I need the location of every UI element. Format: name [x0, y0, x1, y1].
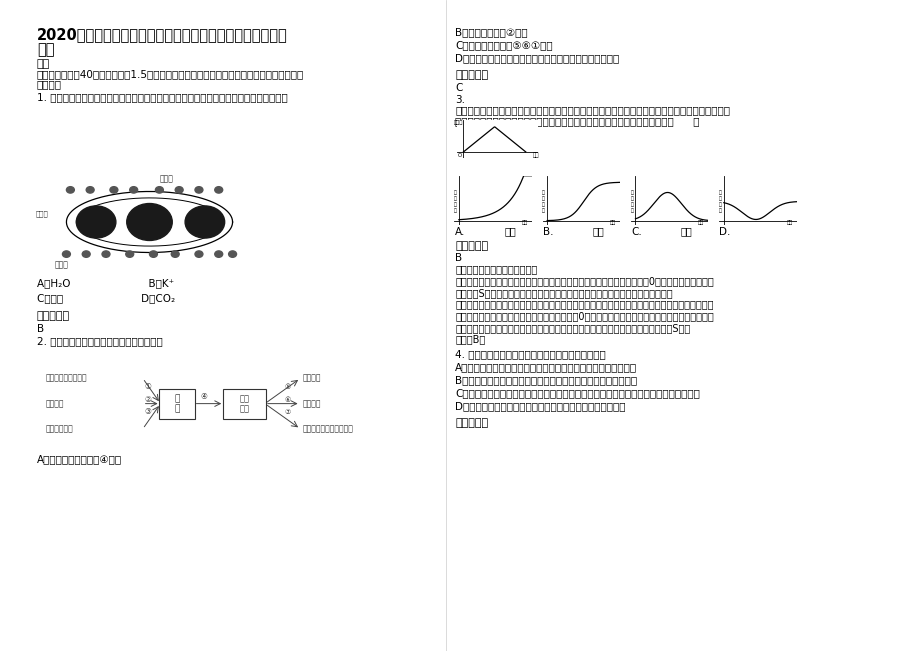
Text: 4. 下列有关研究植物向光性的过程及结论不正确的是: 4. 下列有关研究植物向光性的过程及结论不正确的是 — [455, 350, 606, 359]
Circle shape — [195, 187, 203, 193]
Text: 参考答案：: 参考答案： — [455, 70, 488, 80]
Text: ⑥: ⑥ — [284, 396, 290, 403]
Text: O: O — [457, 153, 461, 158]
Text: A．H₂O                        B．K⁺: A．H₂O B．K⁺ — [37, 279, 174, 288]
Text: 非糖物质转化: 非糖物质转化 — [46, 424, 74, 434]
Text: 食物中糖类消化吸收: 食物中糖类消化吸收 — [46, 374, 87, 383]
Text: ④: ④ — [200, 392, 207, 401]
Circle shape — [195, 251, 203, 257]
Text: 时间: 时间 — [698, 220, 703, 225]
Text: 细胞内: 细胞内 — [54, 260, 68, 269]
Text: 糖元分解: 糖元分解 — [46, 399, 64, 408]
Text: 选择题（本题內40小题，每小题1.5分。在每小题给出的四个选项中，只有一项是符合题目要: 选择题（本题內40小题，每小题1.5分。在每小题给出的四个选项中，只有一项是符合… — [37, 70, 303, 79]
Text: 种
群
数
量: 种 群 数 量 — [453, 190, 456, 213]
Text: 参考答案：: 参考答案： — [455, 418, 488, 428]
Text: D.: D. — [719, 227, 730, 236]
Text: 种
群
数
量: 种 群 数 量 — [718, 190, 720, 213]
Circle shape — [82, 251, 90, 257]
Text: 【解答】解，根据种群增长率曲线可知，时间一半时，种群增长率最大，种群数量增加，此时种群的: 【解答】解，根据种群增长率曲线可知，时间一半时，种群增长率最大，种群数量增加，此… — [455, 299, 713, 309]
Text: 3.: 3. — [455, 95, 465, 105]
Circle shape — [127, 204, 172, 240]
Circle shape — [185, 206, 224, 238]
Text: B: B — [455, 253, 462, 262]
Text: 年龄组成为增长型。时间结束时，种群增长率为0，所以种内斗争加剧，捕食者数量增加，种群出生: 年龄组成为增长型。时间结束时，种群增长率为0，所以种内斗争加剧，捕食者数量增加，… — [455, 311, 713, 321]
Text: 参考答案：: 参考答案： — [37, 311, 70, 321]
Text: 时间: 时间 — [680, 227, 692, 236]
FancyBboxPatch shape — [222, 389, 266, 419]
Text: 2020年辽宁省鞍山市第四十中学高二生物上学期期末试题含: 2020年辽宁省鞍山市第四十中学高二生物上学期期末试题含 — [37, 27, 288, 42]
Circle shape — [175, 187, 183, 193]
Text: C．胰岛素能够促进⑤⑥①过程: C．胰岛素能够促进⑤⑥①过程 — [455, 40, 552, 50]
Circle shape — [150, 251, 157, 257]
Text: 解析: 解析 — [37, 42, 54, 57]
Text: 氧化分解: 氧化分解 — [302, 374, 322, 383]
Text: 时间: 时间 — [521, 220, 527, 225]
Text: 时间: 时间 — [609, 220, 615, 225]
Text: B．胰岛素能促进②过程: B．胰岛素能促进②过程 — [455, 27, 528, 37]
Text: 细胞外: 细胞外 — [159, 175, 173, 184]
Circle shape — [102, 251, 110, 257]
Text: 故选：B。: 故选：B。 — [455, 335, 485, 344]
Text: C．甘油                        D．CO₂: C．甘油 D．CO₂ — [37, 293, 175, 303]
Text: A．达尔文在研究过程中，证明了胚芽鞘在生长过程中具有向光性: A．达尔文在研究过程中，证明了胚芽鞘在生长过程中具有向光性 — [455, 363, 637, 372]
Circle shape — [155, 187, 164, 193]
Text: C．达尔文在研究过程中，证明了胚芽鞘尖端产生某种物质，对尖端下部会产生某种影响: C．达尔文在研究过程中，证明了胚芽鞘尖端产生某种物质，对尖端下部会产生某种影响 — [455, 389, 699, 398]
Circle shape — [126, 251, 133, 257]
Text: 细胞膜: 细胞膜 — [36, 211, 49, 217]
Text: D．温特在研究过程中，证明了胚芽鞘的尖端产生了某种物质: D．温特在研究过程中，证明了胚芽鞘的尖端产生了某种物质 — [455, 402, 625, 411]
Text: A.: A. — [454, 227, 464, 236]
Text: D．出现糖尿就是糖尿病，糖尿病病人都应及时注射胰岛素: D．出现糖尿就是糖尿病，糖尿病病人都应及时注射胰岛素 — [455, 53, 619, 63]
Text: 化曲线为S型。种群增长率最大时，说明出生率大于死亡率，种群数量在大量增加。: 化曲线为S型。种群增长率最大时，说明出生率大于死亡率，种群数量在大量增加。 — [455, 288, 673, 298]
Text: 组织
细胞: 组织 细胞 — [239, 394, 249, 413]
Text: 1. 已知某种物质通过细胞膜的方式如右图所示。则下列哪种物质与其具有相同的运输方式: 1. 已知某种物质通过细胞膜的方式如右图所示。则下列哪种物质与其具有相同的运输方… — [37, 92, 288, 102]
Text: 种
群
数
量: 种 群 数 量 — [541, 190, 544, 213]
Circle shape — [130, 187, 138, 193]
Circle shape — [110, 187, 118, 193]
Text: 种
群
数
量: 种 群 数 量 — [630, 190, 632, 213]
Circle shape — [229, 251, 236, 257]
Circle shape — [171, 251, 179, 257]
Text: 增长率: 增长率 — [453, 120, 462, 125]
Text: 参考答案：: 参考答案： — [455, 241, 488, 251]
Text: 血
糖: 血 糖 — [175, 394, 179, 413]
Circle shape — [214, 251, 222, 257]
Text: 率下降，死亡率升高，所以种群数量不再增加。因此，小球藻种群数量变化的曲线是S型。: 率下降，死亡率升高，所以种群数量不再增加。因此，小球藻种群数量变化的曲线是S型。 — [455, 323, 690, 333]
Text: B.: B. — [542, 227, 552, 236]
Text: 在一个玻璃容器内，装入一定量的符合小球藻生活的营养液后，接种少量的小球藻，如图是小球藻的: 在一个玻璃容器内，装入一定量的符合小球藻生活的营养液后，接种少量的小球藻，如图是… — [455, 105, 730, 115]
Text: 求的。）: 求的。） — [37, 79, 62, 89]
Text: ⑦: ⑦ — [284, 409, 290, 415]
Circle shape — [76, 206, 116, 238]
Text: 【考点】种群数量的变化曲线。: 【考点】种群数量的变化曲线。 — [455, 264, 537, 274]
Text: 时间: 时间 — [592, 227, 604, 236]
FancyBboxPatch shape — [159, 389, 195, 419]
Text: 合成糖元: 合成糖元 — [302, 399, 322, 408]
Text: 载体: 载体 — [200, 219, 209, 225]
Text: 增长率随时间的变化曲线。下列各图中，能反映小球藻种群数量变化的曲线是（      ）: 增长率随时间的变化曲线。下列各图中，能反映小球藻种群数量变化的曲线是（ ） — [455, 116, 699, 126]
Text: 转变成脂肪、某些氨基酸: 转变成脂肪、某些氨基酸 — [302, 424, 354, 434]
Text: 时间: 时间 — [504, 227, 516, 236]
Text: ③: ③ — [144, 408, 151, 417]
Text: ②: ② — [144, 395, 151, 404]
Text: ①: ① — [144, 382, 151, 391]
Text: ⑤: ⑤ — [284, 384, 290, 390]
Text: 时间: 时间 — [786, 220, 791, 225]
Circle shape — [214, 187, 222, 193]
Circle shape — [62, 251, 71, 257]
Circle shape — [86, 187, 94, 193]
Text: C.: C. — [630, 227, 641, 236]
Text: B: B — [37, 324, 44, 333]
Text: 时间: 时间 — [532, 152, 539, 158]
Text: A．胰高血糖素能促进④过程: A．胰高血糖素能促进④过程 — [37, 454, 122, 464]
Text: C: C — [455, 83, 462, 92]
Text: 一、: 一、 — [37, 59, 50, 68]
Circle shape — [66, 187, 74, 193]
Text: 2. 下列有关糖代谢及其调节的叙述正确的是: 2. 下列有关糖代谢及其调节的叙述正确的是 — [37, 336, 163, 346]
Text: B．达尔文在研究过程中，证明了胚芽鞘尖端是感受光刺激的部位: B．达尔文在研究过程中，证明了胚芽鞘尖端是感受光刺激的部位 — [455, 376, 637, 385]
Text: 【分析】根据题意和图示分析可知：在时间的开始和结束，种群增长率都为0，所以小球藻数量的变: 【分析】根据题意和图示分析可知：在时间的开始和结束，种群增长率都为0，所以小球藻… — [455, 276, 713, 286]
